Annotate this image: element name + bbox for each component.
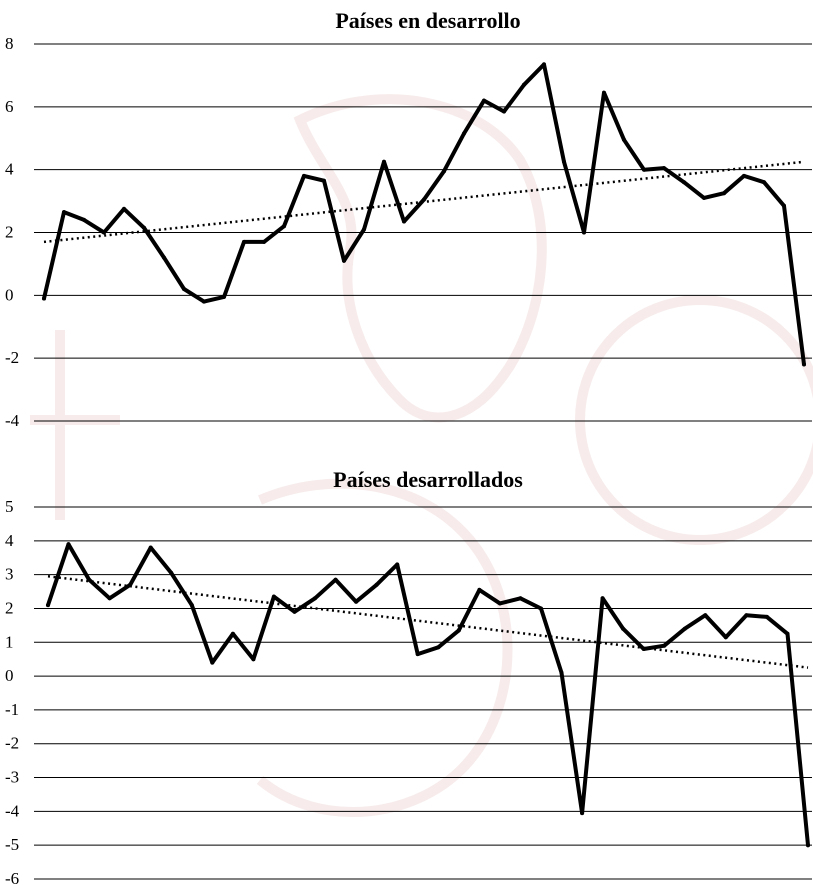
- y-axis-ticks: 5 4 3 2 1 0 -1 -2 -3 -4 -5 -6: [5, 497, 20, 885]
- trend-line: [43, 160, 805, 244]
- y-axis-ticks: 8 6 4 2 0 -2 -4: [5, 34, 20, 430]
- gridlines: [34, 506, 812, 880]
- y-tick-label: -4: [5, 801, 20, 820]
- chart-developed: Países desarrollados 5 4 3 2 1 0 -1 -2 -3 -4 -5 -6: [5, 467, 812, 885]
- y-tick-label: -1: [5, 700, 19, 719]
- y-tick-label: 4: [5, 531, 14, 550]
- y-tick-label: 8: [5, 34, 14, 53]
- y-tick-label: 0: [5, 285, 14, 304]
- y-tick-label: -5: [5, 835, 19, 854]
- y-tick-label: -2: [5, 348, 19, 367]
- chart-developing: Países en desarrollo 8 6 4 2 0 -2 -4: [5, 8, 812, 430]
- chart-title: Países desarrollados: [333, 467, 523, 492]
- chart-title: Países en desarrollo: [335, 8, 520, 33]
- y-tick-label: 3: [5, 565, 14, 584]
- trend-line: [47, 575, 809, 669]
- y-tick-label: -2: [5, 734, 19, 753]
- y-tick-label: 0: [5, 666, 14, 685]
- y-tick-label: -6: [5, 869, 19, 885]
- series-points: [46, 542, 810, 848]
- y-tick-label: 1: [5, 632, 14, 651]
- series-points: [42, 62, 806, 367]
- background-watermark: [30, 94, 813, 817]
- y-tick-label: 6: [5, 97, 14, 116]
- y-tick-label: 4: [5, 160, 14, 179]
- series-line: [42, 62, 806, 367]
- gridlines: [34, 43, 812, 422]
- y-tick-label: -4: [5, 411, 20, 430]
- y-tick-label: 2: [5, 223, 14, 242]
- y-tick-label: -3: [5, 768, 19, 787]
- y-tick-label: 5: [5, 497, 14, 516]
- y-tick-label: 2: [5, 598, 14, 617]
- series-line: [46, 542, 810, 848]
